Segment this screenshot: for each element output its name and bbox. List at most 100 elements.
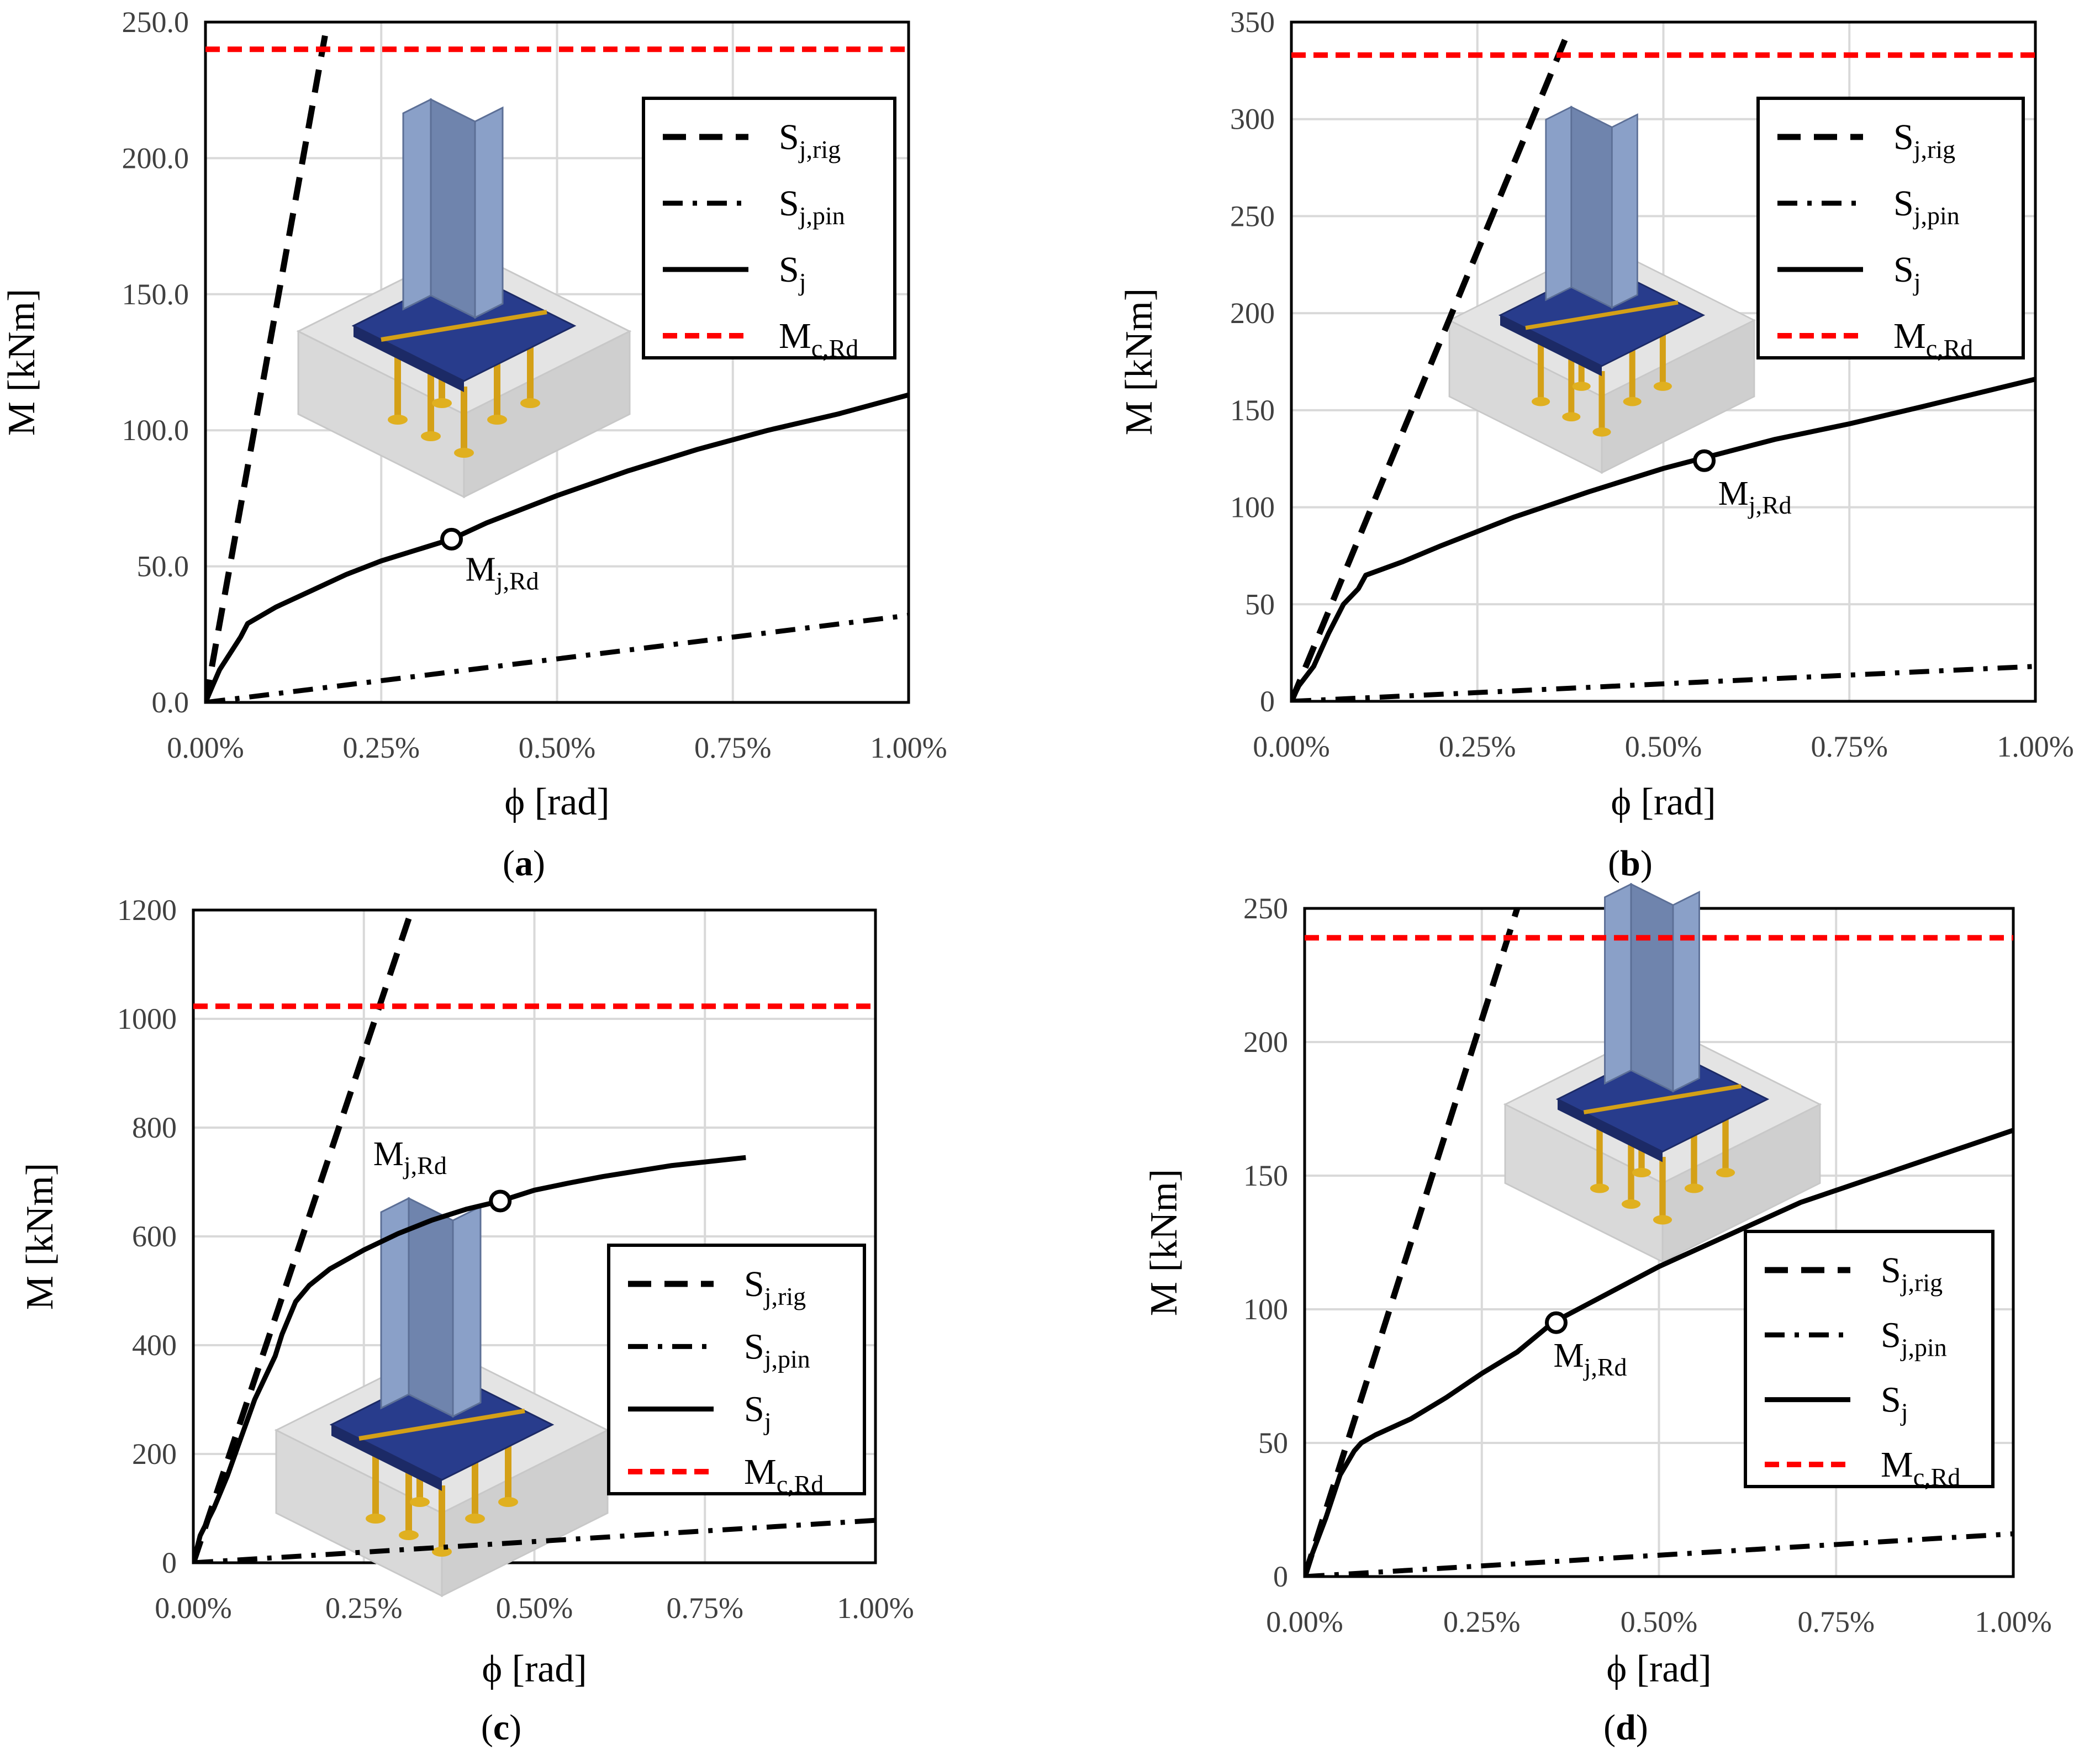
panel-label-part: ) [509,1707,521,1748]
column-base-illustration-column-flange-left [1545,105,1573,302]
legend-entry-label-sub: c,Rd [1926,334,1974,362]
series-line-s-j-rig [1291,34,1570,701]
column-base-illustration-anchor-bolt [472,1452,478,1519]
y-tick-label: 200 [1243,1025,1288,1059]
panel-label-part: ) [1640,843,1653,884]
x-tick-label: 0.25% [325,1591,402,1625]
legend-entry-label-sub: j,rig [798,135,841,163]
series-line-s-j [1305,1128,2013,1577]
plot-frame [192,908,877,1564]
series-line-s-j-pin [1291,664,2035,701]
legend-entry-label-sub: j,pin [1900,1333,1947,1361]
legend-entry-label-main: S [744,1389,764,1430]
legend-entry-label-main: S [744,1326,764,1367]
legend-entry-label-sub: j [1913,268,1921,296]
x-tick-label: 0.75% [667,1591,743,1625]
legend-entry-label-main: M [779,316,811,356]
column-base-illustration-column-flange-right [1611,113,1638,309]
x-tick-label: 0.00% [1266,1605,1343,1638]
column-base-illustration-concrete-right [1661,1103,1821,1263]
legend-entry-label-sub: j,rig [1900,1268,1943,1297]
column-base-illustration-anchor-washer [520,398,540,408]
legend-entry-label-sub: c,Rd [1913,1463,1961,1491]
series-line-s-j-rig [205,35,328,702]
legend-box [1756,97,2025,359]
legend-entry-label: Sj,pin [1881,1315,1947,1361]
moment-resistance-label: Mj,Rd [466,551,539,595]
column-base-illustration-column-web [430,98,476,319]
column-base-illustration-column-web [408,1197,454,1418]
column-base-illustration-base-plate-edge [1500,315,1602,377]
legend-box [1744,1230,1995,1488]
legend-entry-label: Sj,rig [1893,117,1955,163]
column-base-illustration-anchor-bolt [1722,1109,1729,1173]
column-base-illustration-anchor-bolt [1598,371,1605,432]
y-tick-label: 100 [1243,1293,1288,1326]
y-axis-label: M [kNm] [1,289,43,436]
column-base-illustration-anchor-washer [399,1530,419,1540]
column-base-illustration-weld [1525,300,1679,330]
legend-entry-label-sub: j,rig [1913,135,1955,163]
column-base-illustration-anchor-washer [465,1514,485,1524]
moment-resistance-marker [1693,449,1716,472]
y-tick-label: 0 [162,1546,177,1579]
y-tick-label: 50 [1245,588,1275,621]
moment-resistance-marker [489,1189,512,1213]
column-base-illustration-anchor-bolt [428,370,434,436]
legend-entry-label: Mc,Rd [744,1452,824,1498]
legend-entry-label: Sj [779,250,806,296]
column-base-illustration-weld [358,1409,525,1441]
x-tick-label: 0.25% [1439,730,1516,763]
column-base-illustration-anchor-washer [1632,1167,1651,1178]
column-base-illustration-column-flange-right [474,106,504,319]
x-tick-label: 1.00% [1975,1605,2051,1638]
moment-resistance-label: Mj,Rd [373,1135,447,1180]
x-tick-label: 1.00% [870,731,947,764]
column-base-illustration-anchor-bolt [394,353,401,420]
panel-label-part: ( [1608,843,1620,884]
y-tick-label: 150.0 [122,278,189,311]
legend-entry-label-main: M [744,1452,777,1492]
legend-entry-label-main: S [779,250,799,290]
moment-resistance-label-main: M [1553,1337,1584,1374]
column-base-illustration-anchor-bolt [372,1452,379,1519]
legend-entry-label: Sj,rig [744,1264,806,1310]
moment-resistance-label-sub: j,Rd [403,1151,447,1180]
legend-entry-label: Mc,Rd [1881,1445,1960,1491]
column-base-illustration-anchor-washer [1684,1183,1704,1193]
y-tick-label: 250 [1230,199,1275,232]
legend-entry-label: Sj [744,1389,772,1436]
column-base-illustration-anchor-bolt [1538,340,1544,402]
y-tick-label: 150 [1243,1159,1288,1192]
legend-entry-label-sub: j,pin [798,202,845,230]
legend-entry-label: Mc,Rd [1893,316,1973,362]
legend-entry-label-main: S [779,117,799,157]
panel-label-part: d [1616,1707,1636,1748]
y-tick-label: 300 [1230,103,1275,136]
legend-box [642,97,896,359]
y-tick-label: 150 [1230,394,1275,427]
y-axis-label: M [kNm] [1143,1169,1185,1316]
y-tick-label: 0 [1260,685,1275,718]
legend-entry-label: Sj,rig [779,117,841,163]
x-tick-label: 0.00% [167,731,244,764]
y-axis-label: M [kNm] [19,1163,61,1310]
column-base-illustration-anchor-washer [432,1547,452,1557]
y-tick-label: 600 [132,1220,177,1253]
y-tick-label: 200.0 [122,141,189,174]
series-line-s-j [1291,377,2035,701]
legend-entry-label-main: S [779,183,799,224]
column-base-illustration-column-flange-right [452,1205,482,1418]
y-axis-label: M [kNm] [1118,288,1160,435]
y-tick-label: 250.0 [122,6,189,39]
column-base-illustration-anchor-washer [1532,396,1550,406]
column-base-illustration-anchor-washer [1653,382,1672,391]
y-tick-label: 100 [1230,491,1275,524]
legend-entry-label-main: S [1881,1380,1901,1420]
series-line-s-j-pin [1305,1531,2013,1577]
column-base-illustration-concrete-right [1601,319,1755,474]
column-base-illustration-column-web [1570,105,1613,309]
series-line-s-j-pin [193,1517,875,1563]
legend-entry-label-main: S [1881,1315,1901,1355]
moment-resistance-label-main: M [466,551,496,588]
